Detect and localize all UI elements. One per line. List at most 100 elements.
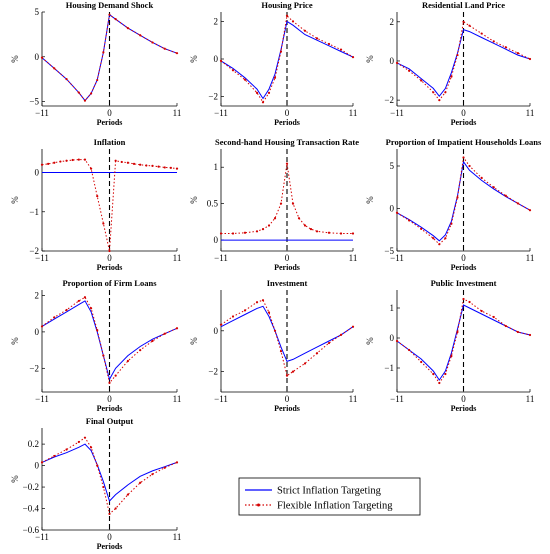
series-flexible-point xyxy=(504,194,507,197)
series-strict-line xyxy=(396,304,531,381)
x-tick-label: 11 xyxy=(349,394,358,404)
series-flexible-point xyxy=(89,92,93,95)
series-flexible-point xyxy=(243,78,247,81)
panel-title: Inflation xyxy=(94,137,126,147)
x-tick-label: 0 xyxy=(285,253,290,263)
series-flexible-point xyxy=(395,211,399,214)
y-tick-label: 0 xyxy=(214,235,219,245)
series-flexible-point xyxy=(438,381,441,385)
series-strict-line xyxy=(220,305,354,363)
series-flexible-point xyxy=(96,328,99,332)
y-tick-label: 0.5 xyxy=(207,199,219,209)
panel-10: Final Output −0.6 −0.4 −0.2 0 0.2 −11 0 11 Period… xyxy=(10,416,181,551)
x-tick-label: 0 xyxy=(285,394,290,404)
x-tick-label: 11 xyxy=(173,108,182,118)
series-flexible-point xyxy=(528,333,532,337)
y-tick-label: −5 xyxy=(384,246,394,256)
series-flexible-point xyxy=(444,372,447,376)
series-flexible-point xyxy=(273,76,277,79)
series-flexible-point xyxy=(255,91,259,94)
x-tick-label: 0 xyxy=(461,108,466,118)
series-flexible-point xyxy=(273,217,277,220)
series-flexible-point xyxy=(120,160,123,164)
series-flexible-point xyxy=(261,228,265,231)
series-flexible-point xyxy=(456,53,459,57)
legend: Strict Inflation Targeting Flexible Infla… xyxy=(238,477,421,516)
x-axis-label: Periods xyxy=(274,118,300,127)
series-flexible-point xyxy=(291,202,295,205)
series-flexible-point xyxy=(450,354,453,358)
y-tick-label: −2 xyxy=(208,367,218,377)
y-tick-label: 5 xyxy=(390,161,395,171)
x-tick-label: 0 xyxy=(461,253,466,263)
series-flexible-point xyxy=(395,61,399,65)
series-flexible-point xyxy=(407,348,411,352)
series-flexible-point xyxy=(261,299,265,302)
y-axis-label: % xyxy=(189,337,199,345)
series-flexible-point xyxy=(96,464,99,467)
series-flexible-point xyxy=(40,163,44,166)
series-flexible-point xyxy=(420,360,423,364)
panel-8: Investment −2 0 −11 0 11 Periods% xyxy=(189,278,357,413)
y-tick-label: −0.2 xyxy=(23,482,39,492)
x-tick-label: −11 xyxy=(214,108,228,118)
panel-title: Final Output xyxy=(86,416,134,426)
series-flexible-point xyxy=(163,166,166,169)
series-flexible-point xyxy=(151,473,154,476)
series-flexible-point xyxy=(291,20,295,23)
series-flexible-point xyxy=(456,196,459,199)
y-tick-label: 0 xyxy=(390,204,395,214)
series-flexible-point xyxy=(492,315,495,319)
series-flexible-point xyxy=(175,167,179,170)
series-flexible-point xyxy=(53,161,56,164)
series-flexible-point xyxy=(438,243,441,246)
series-flexible-line xyxy=(220,14,354,104)
y-tick-label: −2 xyxy=(29,363,39,373)
series-flexible-point xyxy=(303,29,307,32)
series-flexible-line xyxy=(220,299,354,377)
panel-6: Proportion of Impatient Households Loans… xyxy=(365,137,542,272)
x-tick-label: −11 xyxy=(390,108,404,118)
series-flexible-point xyxy=(40,325,44,328)
series-flexible-point xyxy=(102,51,105,54)
series-flexible-point xyxy=(450,222,453,225)
series-flexible-point xyxy=(77,440,80,444)
series-flexible-point xyxy=(169,166,172,169)
series-flexible-point xyxy=(114,18,117,21)
series-flexible-point xyxy=(163,466,166,469)
series-flexible-point xyxy=(108,512,111,515)
y-tick-label: −1 xyxy=(29,207,39,217)
y-tick-label: 0 xyxy=(390,333,395,343)
series-flexible-point xyxy=(77,299,80,303)
panel-3: Residential Land Price −2 0 2 −11 0 11 Periods% xyxy=(365,0,534,127)
x-tick-label: −11 xyxy=(214,394,228,404)
series-flexible-point xyxy=(516,202,520,205)
x-tick-label: −11 xyxy=(35,394,49,404)
series-flexible-point xyxy=(139,349,142,352)
series-flexible-point xyxy=(462,297,465,301)
series-flexible-point xyxy=(315,230,319,233)
series-flexible-point xyxy=(303,362,307,365)
series-flexible-point xyxy=(327,341,331,345)
y-tick-label: 0 xyxy=(35,52,40,62)
series-flexible-line xyxy=(221,163,353,234)
x-axis-label: Periods xyxy=(97,263,123,272)
series-flexible-point xyxy=(420,79,423,82)
x-tick-label: 0 xyxy=(107,394,112,404)
x-tick-label: 11 xyxy=(173,253,182,263)
series-flexible-point xyxy=(77,158,80,161)
y-tick-label: −5 xyxy=(29,97,39,107)
series-flexible-point xyxy=(53,67,56,70)
series-flexible-point xyxy=(480,176,483,179)
series-strict-line xyxy=(41,443,178,502)
series-flexible-point xyxy=(450,75,453,78)
panel-2: Housing Price −2 0 2 −11 0 11 Periods% xyxy=(189,0,357,127)
series-flexible-point xyxy=(157,165,160,168)
series-flexible-point xyxy=(71,158,74,162)
y-tick-label: −2 xyxy=(29,246,39,256)
x-tick-label: 0 xyxy=(107,108,112,118)
series-flexible-point xyxy=(516,330,520,334)
series-flexible-point xyxy=(273,329,277,332)
series-flexible-point xyxy=(339,333,343,336)
